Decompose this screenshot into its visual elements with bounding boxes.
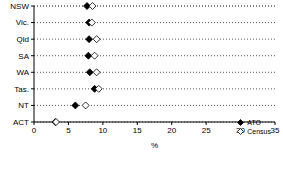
svg-text:0: 0	[32, 126, 37, 135]
svg-text:%: %	[151, 141, 158, 150]
svg-text:5: 5	[66, 126, 71, 135]
svg-text:ACT: ACT	[13, 118, 29, 127]
html-text:ATO: ATO	[247, 119, 261, 126]
svg-text:Qld: Qld	[17, 35, 29, 44]
svg-text:30: 30	[236, 126, 245, 135]
svg-text:20: 20	[167, 126, 176, 135]
svg-text:Vic.: Vic.	[16, 18, 29, 27]
svg-text:WA: WA	[16, 68, 29, 77]
svg-text:35: 35	[271, 126, 280, 135]
svg-text:15: 15	[133, 126, 142, 135]
svg-text:25: 25	[202, 126, 211, 135]
svg-text:Tas.: Tas.	[14, 85, 29, 94]
svg-text:SA: SA	[18, 52, 29, 61]
html-text:Census: Census	[247, 128, 271, 135]
svg-text:NSW: NSW	[10, 2, 29, 11]
svg-text:NT: NT	[18, 101, 29, 110]
svg-text:10: 10	[98, 126, 107, 135]
